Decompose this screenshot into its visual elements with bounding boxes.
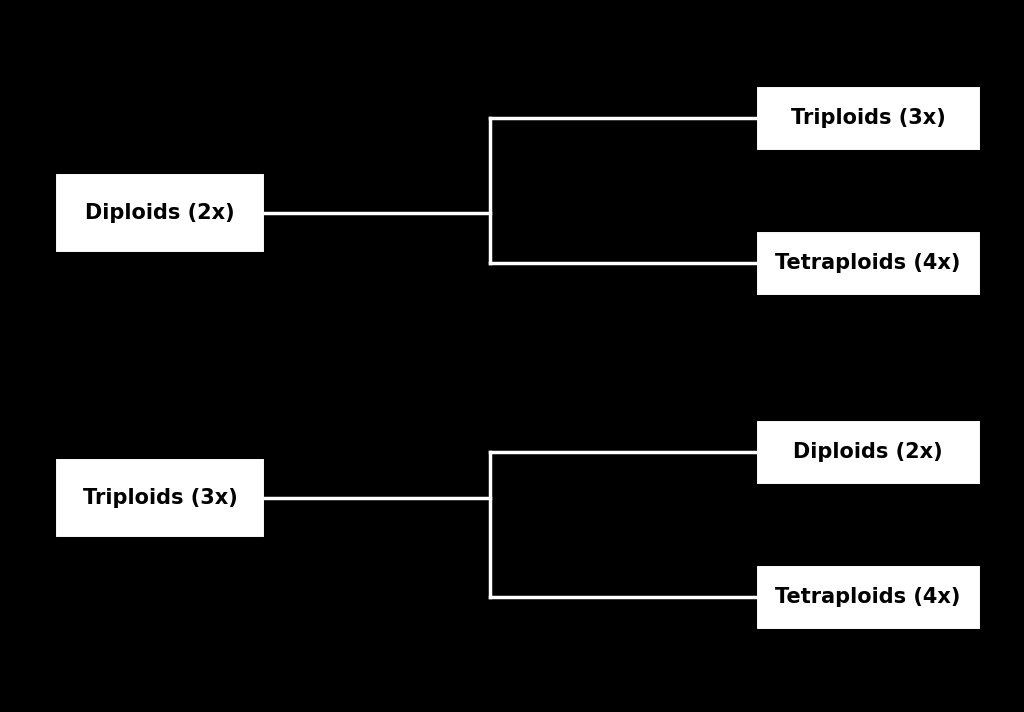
FancyBboxPatch shape [756, 231, 981, 295]
Text: Tetraploids (4x): Tetraploids (4x) [775, 253, 961, 273]
Text: Diploids (2x): Diploids (2x) [85, 203, 234, 223]
Text: Tetraploids (4x): Tetraploids (4x) [775, 587, 961, 607]
Text: Diploids (2x): Diploids (2x) [794, 442, 943, 462]
FancyBboxPatch shape [55, 173, 265, 253]
Text: Triploids (3x): Triploids (3x) [83, 488, 238, 508]
FancyBboxPatch shape [55, 458, 265, 538]
FancyBboxPatch shape [756, 565, 981, 629]
Text: Triploids (3x): Triploids (3x) [791, 108, 945, 128]
FancyBboxPatch shape [756, 85, 981, 150]
FancyBboxPatch shape [756, 419, 981, 484]
